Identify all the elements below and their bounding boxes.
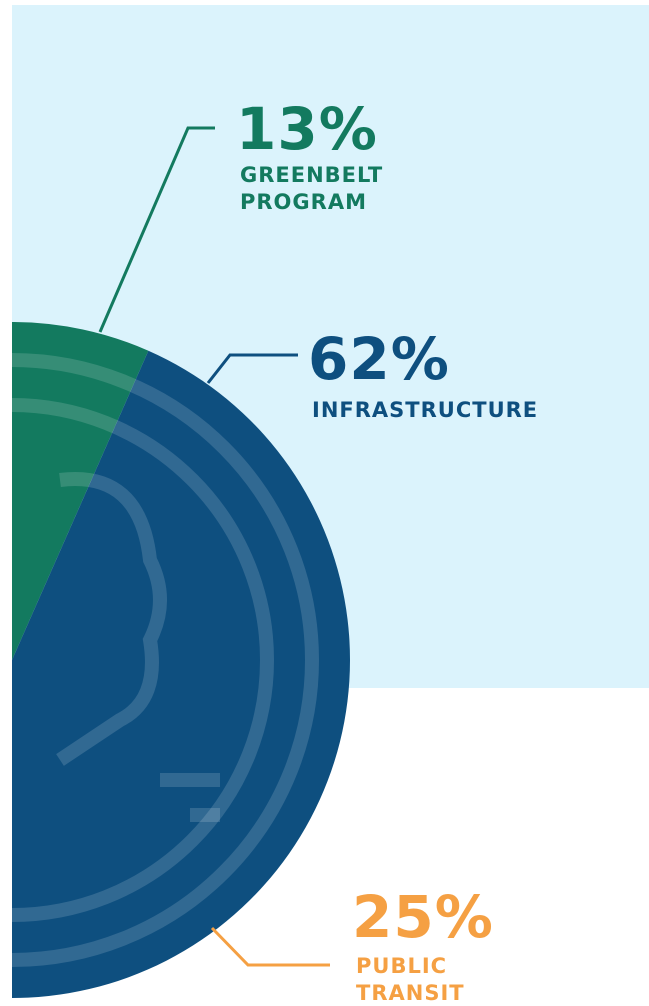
pie-slice bbox=[12, 322, 149, 660]
category-label: INFRASTRUCTURE bbox=[312, 398, 539, 422]
pie-slice bbox=[0, 349, 12, 792]
coin-decoration bbox=[12, 353, 319, 967]
pie bbox=[0, 322, 350, 998]
category-label: GREENBELT PROGRAM bbox=[240, 163, 384, 214]
percent-label: 25% bbox=[352, 883, 494, 951]
leader-lines bbox=[98, 126, 330, 967]
category-label: PUBLIC TRANSIT bbox=[356, 954, 465, 1005]
percent-label: 13% bbox=[236, 95, 378, 163]
pie-slice bbox=[12, 350, 350, 998]
percent-label: 62% bbox=[308, 325, 450, 393]
